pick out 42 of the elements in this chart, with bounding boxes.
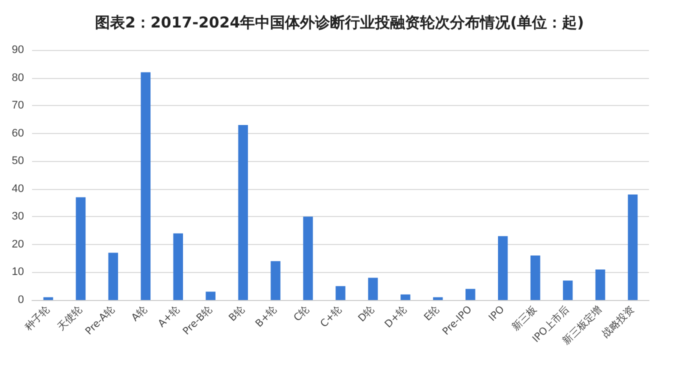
x-tick-label: IPO <box>487 304 507 324</box>
bar <box>336 286 346 300</box>
bar <box>43 297 54 300</box>
x-tick-label: D+轮 <box>382 303 410 330</box>
bar <box>270 261 280 300</box>
bar <box>173 233 184 300</box>
x-tick-label: A+轮 <box>156 303 182 330</box>
y-tick-label: 80 <box>12 72 24 84</box>
y-tick-label: 10 <box>12 266 24 278</box>
bar <box>530 256 540 300</box>
y-tick-label: 30 <box>12 210 24 223</box>
bar <box>238 125 248 300</box>
x-tick-label: C+轮 <box>318 303 344 330</box>
x-tick-label: B轮 <box>226 303 247 324</box>
y-tick-label: 20 <box>12 238 24 250</box>
bar <box>628 194 638 300</box>
chart-title: 图表2：2017-2024年中国体外诊断行业投融资轮次分布情况(单位：起) <box>95 14 584 32</box>
y-tick-label: 50 <box>12 155 24 168</box>
x-tick-label: D轮 <box>356 303 377 324</box>
bar <box>498 236 508 300</box>
x-tick-label: 种子轮 <box>22 303 52 334</box>
y-tick-label: 60 <box>12 127 24 140</box>
bar <box>433 297 443 300</box>
bar <box>562 280 573 300</box>
bar <box>368 278 378 300</box>
bar <box>595 269 606 300</box>
x-tick-label: A轮 <box>129 303 150 324</box>
x-tick-label: B+轮 <box>253 303 280 330</box>
y-tick-label: 0 <box>18 294 24 306</box>
y-tick-label: 40 <box>12 182 24 195</box>
bar <box>140 72 151 300</box>
x-tick-label: E轮 <box>422 303 442 324</box>
y-tick-label: 70 <box>12 100 24 112</box>
x-tick-label: 天使轮 <box>54 303 85 334</box>
bar <box>303 216 313 300</box>
bar <box>108 252 118 300</box>
y-tick-label: 90 <box>12 44 24 56</box>
bar <box>206 292 216 300</box>
bar <box>400 294 410 300</box>
bar <box>466 288 476 300</box>
bar <box>76 197 86 300</box>
x-tick-label: C轮 <box>291 303 312 324</box>
